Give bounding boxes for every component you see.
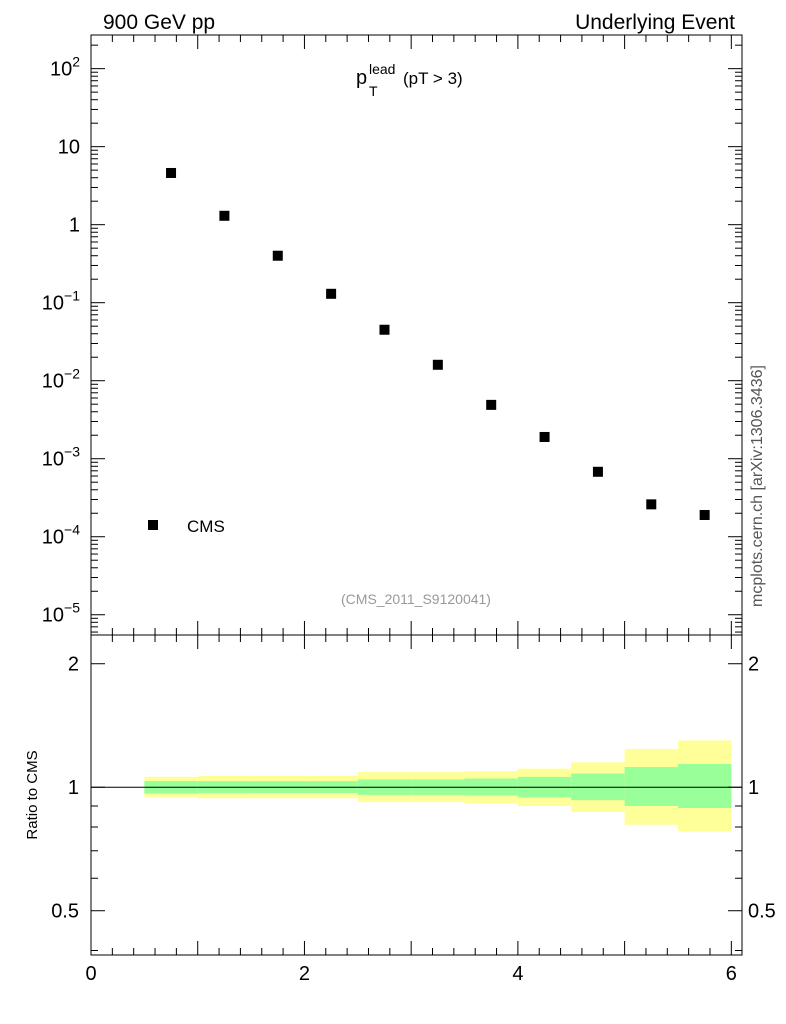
header-right-label: Underlying Event (575, 11, 735, 34)
header-left-label: 900 GeV pp (103, 11, 215, 34)
y-tick-label-base: 10 (42, 449, 64, 471)
x-tick-label: 4 (512, 963, 523, 985)
y-tick-label: 10−3 (42, 444, 80, 471)
ratio-plot-y-tick-labels: 2 2 1 1 0.5 0.5 (51, 654, 776, 923)
main-plot-frame (90, 34, 743, 636)
y-tick-label-exponent: 2 (72, 54, 80, 70)
ratio-y-axis-label: Ratio to CMS (24, 750, 41, 839)
data-point (166, 167, 177, 178)
y-tick-label: 10−2 (42, 366, 80, 393)
y-tick-label-base: 10 (42, 527, 64, 549)
ratio-y-tick-label-right: 1 (748, 777, 759, 799)
data-point (379, 324, 390, 335)
y-tick-label: 10−4 (42, 522, 80, 549)
ratio-plot-panel: 2 2 1 1 0.5 0.5 0 2 4 6 Ratio to CMS (24, 634, 776, 985)
ratio-plot-ticks (90, 635, 742, 955)
data-point (699, 509, 710, 520)
x-tick-label: 2 (299, 963, 310, 985)
x-tick-label: 6 (726, 963, 737, 985)
y-tick-label-exponent: −4 (64, 522, 80, 538)
data-point (432, 359, 443, 370)
data-point (272, 250, 283, 261)
legend-marker (148, 520, 158, 530)
plot-title-symbol: p (356, 67, 367, 89)
y-tick-label-base: 10 (58, 137, 80, 159)
y-tick-label: 102 (50, 54, 80, 81)
y-tick-label-exponent: −1 (64, 288, 80, 304)
plot-title-superscript: lead (369, 61, 395, 77)
y-tick-label-exponent: −2 (64, 366, 80, 382)
data-point (486, 399, 497, 410)
main-plot-ticks (90, 35, 742, 635)
side-label: mcplots.cern.ch [arXiv:1306.3436] (749, 365, 766, 607)
y-tick-label-exponent: −3 (64, 444, 80, 460)
ratio-y-tick-label-left: 2 (68, 654, 79, 676)
y-tick-label-base: 10 (42, 371, 64, 393)
analysis-watermark: (CMS_2011_S9120041) (341, 591, 491, 607)
main-plot-points (166, 167, 710, 520)
ratio-y-tick-label-right: 0.5 (748, 901, 776, 923)
y-tick-label-base: 10 (50, 59, 72, 81)
ratio-y-tick-label-left: 0.5 (51, 901, 79, 923)
ratio-plot-frame (90, 634, 743, 956)
legend-label: CMS (187, 517, 225, 536)
plot-title-subscript: T (369, 83, 378, 99)
data-point (646, 499, 657, 510)
data-point (592, 466, 603, 477)
ratio-y-tick-label-right: 2 (748, 654, 759, 676)
data-point (219, 210, 230, 221)
x-tick-label: 0 (85, 963, 96, 985)
plot-title: p (356, 67, 367, 89)
y-tick-label: 10 (58, 137, 80, 159)
y-tick-label-base: 1 (69, 215, 80, 237)
ratio-plot-x-tick-labels: 0 2 4 6 (85, 963, 736, 985)
y-tick-label-base: 10 (42, 293, 64, 315)
y-tick-label: 10−1 (42, 288, 80, 315)
inner-uncertainty-band (677, 763, 732, 808)
y-tick-label-exponent: −5 (64, 600, 80, 616)
y-tick-label: 1 (69, 215, 80, 237)
plot-title-condition: (pT > 3) (403, 69, 463, 88)
y-tick-label: 10−5 (42, 600, 80, 627)
ratio-y-tick-label-left: 1 (68, 777, 79, 799)
data-point (539, 431, 550, 442)
y-tick-label-base: 10 (42, 605, 64, 627)
inner-uncertainty-band (624, 767, 678, 807)
data-point (326, 288, 337, 299)
ratio-bands (144, 740, 732, 832)
